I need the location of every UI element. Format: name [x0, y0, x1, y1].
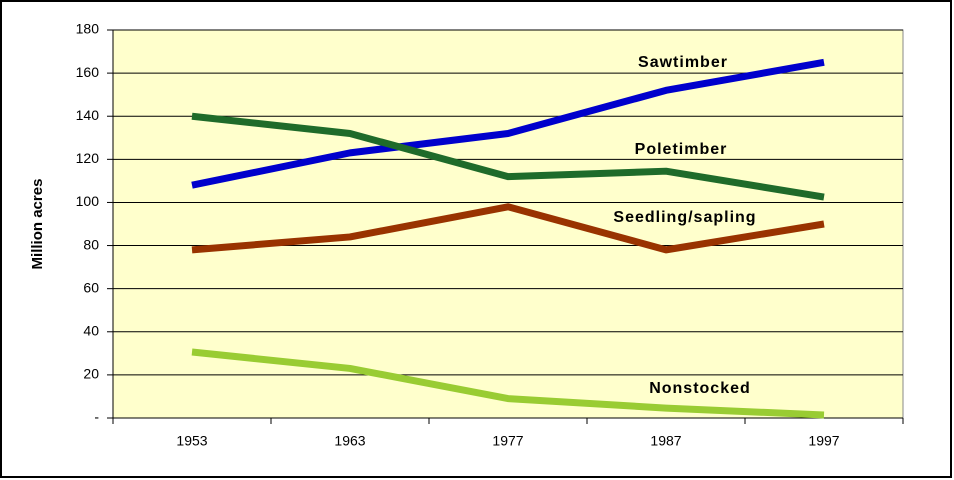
- y-tick-label: 60: [83, 279, 99, 295]
- y-tick-label: 40: [83, 322, 99, 338]
- x-tick-label: 1977: [492, 433, 523, 449]
- x-tick-label: 1953: [176, 433, 207, 449]
- y-tick-label: 140: [76, 107, 100, 123]
- y-tick-label: 120: [76, 150, 100, 166]
- series-label: Sawtimber: [638, 54, 728, 71]
- y-tick-label: 20: [83, 366, 99, 382]
- y-tick-label: -: [94, 409, 99, 425]
- series-line: [191, 348, 825, 419]
- y-axis-label: Million acres: [29, 179, 46, 270]
- series-label: Poletimber: [635, 141, 728, 158]
- series-label: Nonstocked: [649, 380, 751, 397]
- series-line: [191, 58, 825, 189]
- y-tick-label: 160: [76, 64, 100, 80]
- x-tick-label: 1987: [650, 433, 681, 449]
- y-tick-label: 100: [76, 193, 100, 209]
- series-line: [191, 203, 825, 254]
- series-label: Seedling/sapling: [613, 209, 756, 226]
- y-tick-label: 180: [76, 21, 100, 37]
- plot-area: [112, 29, 904, 419]
- x-tick-label: 1963: [334, 433, 365, 449]
- y-tick-label: 80: [83, 236, 99, 252]
- x-tick-label: 1997: [808, 433, 839, 449]
- series-line: [191, 112, 825, 201]
